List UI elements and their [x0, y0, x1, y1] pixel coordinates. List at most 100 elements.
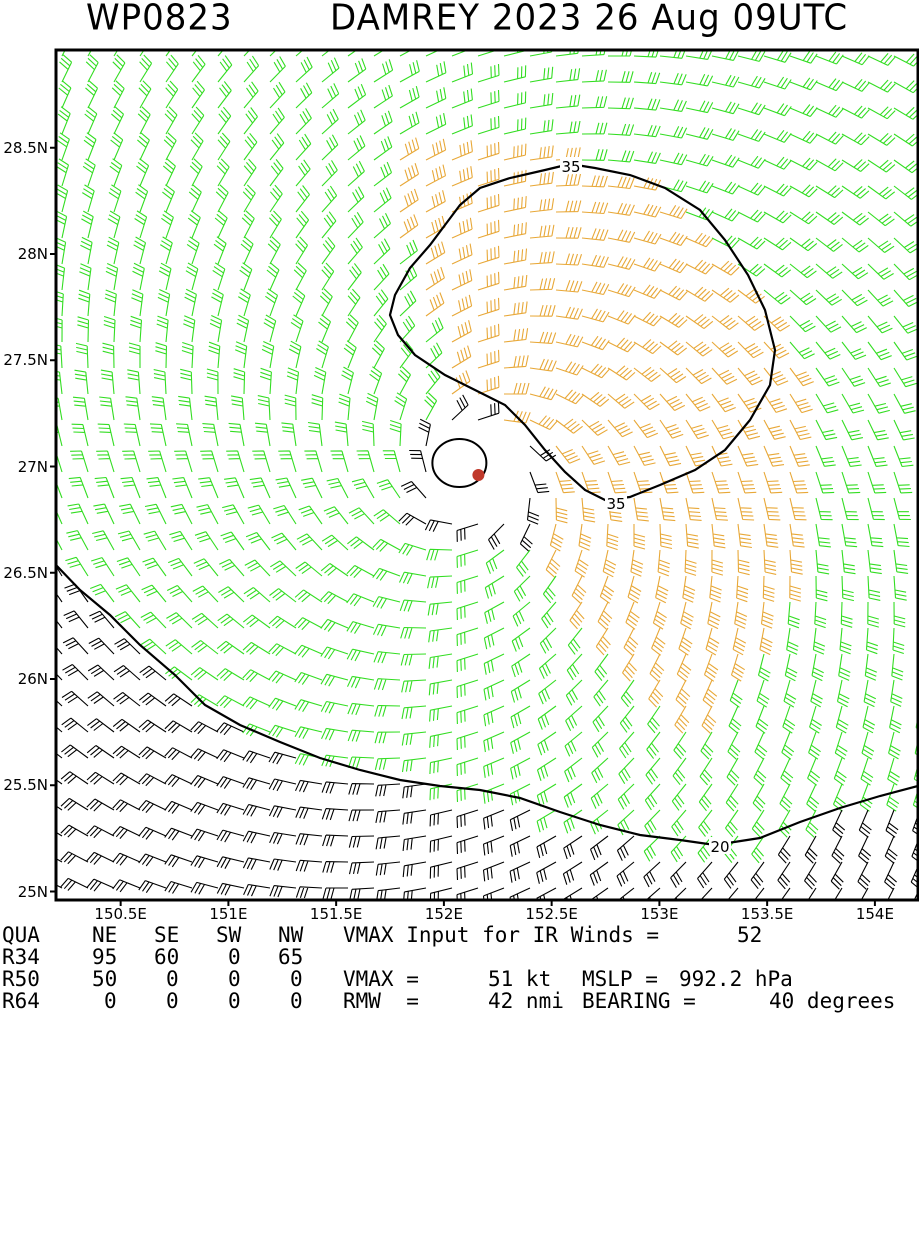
wind-barb — [347, 649, 374, 661]
wind-barb — [816, 212, 843, 225]
wind-barb — [348, 676, 375, 688]
ne-label: NE — [92, 924, 117, 946]
wind-barb — [291, 315, 303, 342]
wind-barb — [537, 810, 556, 832]
wind-barb — [649, 680, 663, 707]
wind-barb — [563, 862, 582, 885]
wind-barb — [65, 557, 88, 576]
wind-barb — [270, 833, 296, 845]
wind-barb — [243, 642, 270, 654]
wind-barb — [193, 586, 218, 602]
wind-barb — [430, 732, 452, 748]
lat-tick-label: 26.5N — [0, 564, 48, 582]
wind-barb — [348, 161, 364, 186]
wind-barb — [894, 524, 910, 547]
wind-barb — [293, 289, 305, 316]
wind-barb — [178, 396, 192, 420]
wind-barb — [805, 836, 817, 863]
wind-barb — [165, 775, 192, 787]
wind-barb — [457, 602, 478, 620]
wind-barb — [556, 68, 580, 82]
wind-barb — [93, 504, 114, 524]
wind-barb — [842, 420, 863, 440]
wind-barb — [139, 693, 166, 706]
wind-barb — [68, 504, 88, 524]
vmax-input-value: 52 — [737, 924, 762, 946]
wind-barb — [270, 159, 283, 186]
wind-barb — [537, 836, 556, 858]
wind-barb — [80, 237, 92, 264]
r64-ne: 0 — [104, 990, 117, 1012]
wind-barb — [712, 209, 739, 221]
wind-barb — [452, 346, 471, 368]
wind-barb — [686, 342, 712, 356]
wind-barb — [537, 862, 556, 884]
wind-barb — [530, 332, 556, 344]
wind-barb — [38, 611, 62, 628]
wind-barb — [457, 576, 478, 594]
wind-barb — [348, 703, 374, 715]
wind-barb — [242, 211, 254, 238]
wind-barb — [166, 640, 192, 654]
rmw-label: RMW = — [343, 990, 419, 1012]
wind-barb — [730, 680, 742, 707]
axis-ticks — [50, 148, 875, 906]
wind-barb — [753, 784, 765, 811]
wind-barb — [191, 749, 218, 761]
wind-barb — [269, 616, 296, 628]
wind-barb — [790, 158, 817, 170]
wind-barb — [484, 680, 504, 700]
wind-barb — [147, 478, 167, 498]
wind-barb — [816, 368, 839, 386]
wind-barb — [457, 862, 478, 880]
wind-barb — [349, 757, 375, 768]
wind-barb — [556, 362, 583, 375]
wind-barb — [712, 394, 736, 412]
r34-label: R34 — [2, 946, 40, 968]
wind-barb — [258, 396, 270, 420]
wind-barb — [430, 758, 452, 774]
wind-barb — [35, 851, 62, 863]
wind-barb — [295, 727, 322, 739]
wind-barb — [116, 585, 140, 602]
wind-barb — [262, 342, 274, 369]
nw-label: NW — [278, 924, 303, 946]
wind-barb — [113, 800, 140, 812]
wind-barb — [513, 602, 530, 626]
wind-barb — [217, 696, 244, 708]
wind-barb — [296, 237, 308, 264]
wind-barb — [489, 524, 505, 550]
wind-barb — [198, 478, 218, 498]
wind-barb — [759, 654, 771, 681]
wind-barb — [425, 520, 452, 532]
wind-barb — [99, 397, 114, 420]
wind-barb — [186, 263, 198, 290]
wind-barb — [321, 564, 348, 577]
r50-ne: 50 — [92, 968, 117, 990]
wind-barb — [790, 498, 807, 520]
wind-barb — [400, 163, 419, 186]
wind-barb — [570, 602, 584, 629]
wind-barb — [376, 862, 400, 876]
wind-barb — [217, 159, 229, 186]
wind-barb — [556, 280, 582, 292]
wind-barb — [243, 751, 270, 763]
wind-barb — [366, 393, 378, 420]
wind-barb — [582, 70, 606, 82]
wind-barb — [582, 176, 607, 187]
wind-barb — [88, 692, 114, 706]
wind-barb — [675, 706, 689, 733]
wind-barb — [608, 446, 630, 465]
wind-barb — [645, 784, 660, 810]
wind-barb — [790, 342, 815, 359]
wind-barb — [565, 758, 582, 782]
wind-barb — [868, 212, 894, 226]
wind-barb — [510, 862, 530, 883]
wind-barb — [142, 585, 166, 602]
wind-barb — [374, 34, 393, 56]
wind-barb — [556, 121, 580, 134]
wind-barb — [339, 394, 350, 420]
wind-barb — [90, 584, 114, 602]
wind-barb — [243, 724, 270, 736]
lon-tick-label: 153.5E — [732, 905, 802, 923]
